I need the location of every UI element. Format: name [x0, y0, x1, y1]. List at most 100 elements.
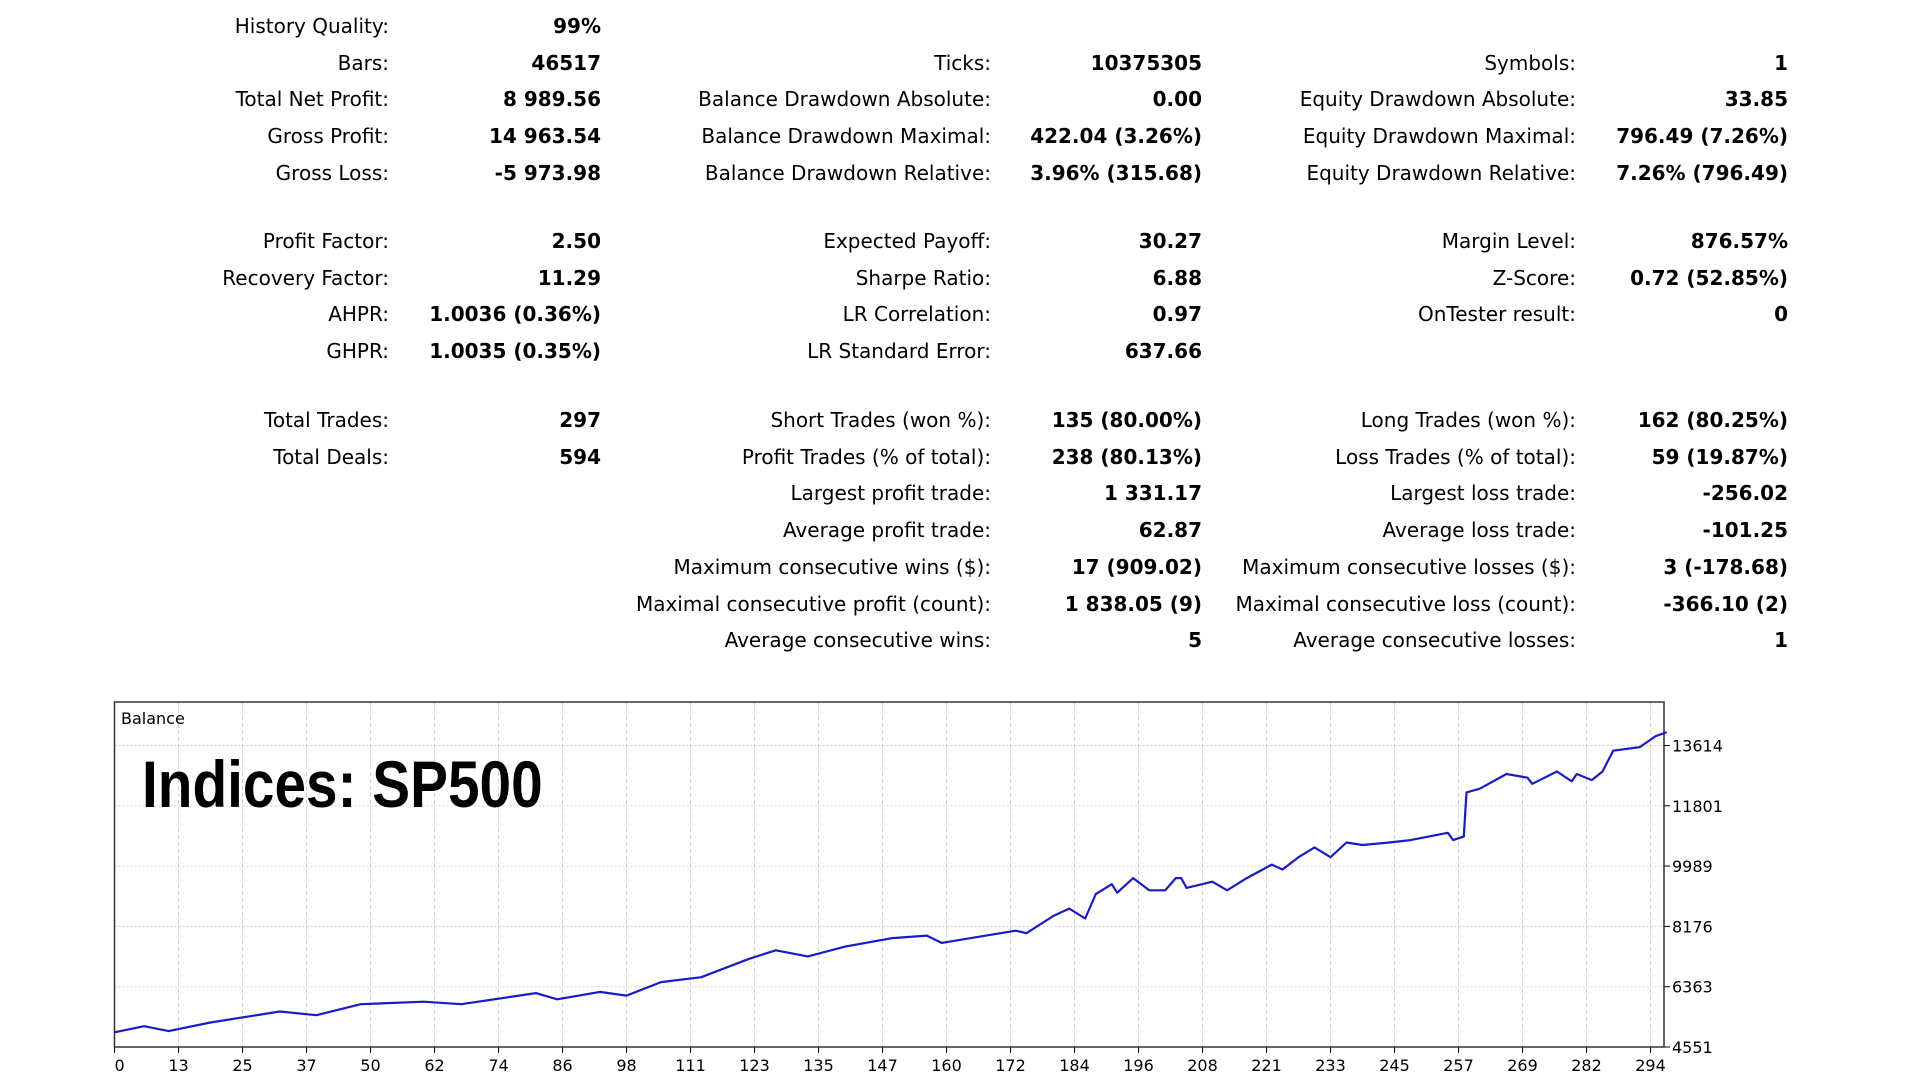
stat-label: Total Trades: [264, 408, 389, 432]
balance-point [1570, 780, 1573, 783]
x-tick-label: 74 [488, 1056, 508, 1075]
stat-value: 422.04 (3.26%) [1030, 124, 1202, 149]
stat-label: Bars: [337, 50, 389, 75]
balance-point [315, 1014, 318, 1016]
balance-point [625, 994, 628, 997]
balance-point [1068, 907, 1070, 910]
balance-point [1148, 889, 1150, 892]
balance-point [143, 1025, 145, 1027]
balance-point [1531, 782, 1534, 785]
stat-value: 1 [1774, 50, 1788, 75]
balance-point [1505, 773, 1508, 775]
stat-label: OnTester result: [1417, 302, 1576, 327]
stat-label: Total Net Profit: [235, 87, 389, 112]
balance-point [891, 937, 894, 939]
stat-label: LR Standard Error: [807, 339, 991, 364]
x-tick-label: 86 [552, 1056, 572, 1075]
y-tick-label: 4551 [1672, 1038, 1713, 1057]
balance-point [1164, 889, 1166, 892]
stat-label: Maximum consecutive wins ($): [673, 554, 991, 579]
x-tick-label: 282 [1571, 1056, 1602, 1075]
stat-value: 1 [1774, 628, 1788, 653]
stat-value: 99% [553, 14, 601, 38]
balance-point [167, 1030, 170, 1032]
balance-point [1271, 863, 1273, 866]
y-tick-label: 6363 [1672, 978, 1713, 997]
stat-value: 0.72 (52.85%) [1630, 265, 1788, 290]
balance-point [660, 981, 662, 983]
stat-value: 162 (80.25%) [1637, 408, 1788, 432]
stat-label: Gross Loss: [275, 160, 389, 185]
stat-label: History Quality: [234, 14, 389, 38]
stat-value: 10375305 [1090, 50, 1202, 75]
balance-point [926, 934, 928, 937]
balance-point [775, 949, 777, 952]
balance-point [359, 1003, 362, 1005]
stat-label: Equity Drawdown Relative: [1306, 160, 1576, 185]
x-tick-label: 62 [424, 1056, 444, 1075]
balance-point [748, 958, 750, 960]
balance-point [1281, 868, 1284, 871]
x-tick-label: 50 [360, 1056, 380, 1075]
x-tick-label: 208 [1187, 1056, 1218, 1075]
balance-point [279, 1010, 281, 1013]
x-tick-label: 245 [1379, 1056, 1410, 1075]
x-tick-label: 221 [1251, 1056, 1282, 1075]
stat-value: 2.50 [551, 229, 601, 253]
stat-label: Ticks: [934, 50, 991, 75]
stat-value: -101.25 [1702, 518, 1788, 543]
balance-point [1575, 773, 1578, 775]
balance-point [1361, 844, 1364, 846]
stat-value: 0 [1774, 302, 1788, 327]
stat-label: Maximum consecutive losses ($): [1242, 554, 1576, 579]
stat-value: 5 [1188, 628, 1202, 653]
stat-value: 17 (909.02) [1071, 554, 1202, 579]
stat-label: Balance Drawdown Maximal: [701, 124, 991, 149]
balance-point [1465, 791, 1468, 794]
balance-point [1329, 856, 1332, 859]
balance-point [1116, 891, 1118, 894]
stat-label: Average profit trade: [782, 518, 991, 543]
y-tick-label: 9989 [1672, 857, 1713, 876]
x-tick-label: 294 [1635, 1056, 1666, 1075]
stat-value: 594 [559, 444, 601, 469]
balance-point [1526, 776, 1529, 779]
stat-label: Loss Trades (% of total): [1335, 444, 1576, 469]
balance-point [1084, 917, 1086, 920]
balance-point [556, 998, 558, 1001]
stat-label: Equity Drawdown Maximal: [1302, 124, 1576, 149]
x-tick-label: 98 [616, 1056, 636, 1075]
balance-line [114, 731, 1667, 1034]
balance-point [599, 991, 601, 993]
balance-point [209, 1021, 212, 1024]
stat-label: Profit Factor: [262, 229, 389, 253]
stat-label: Balance Drawdown Absolute: [698, 87, 991, 112]
balance-point [807, 955, 809, 958]
stat-label: GHPR: [326, 339, 389, 364]
x-tick-label: 147 [867, 1056, 898, 1075]
balance-point [1175, 877, 1177, 879]
stat-label: Symbols: [1484, 50, 1576, 75]
balance-point [1313, 846, 1316, 849]
balance-point [1639, 746, 1641, 748]
x-tick-label: 172 [995, 1056, 1026, 1075]
balance-point [1447, 831, 1449, 834]
stat-label: Z-Score: [1492, 265, 1576, 290]
stat-label: Sharpe Ratio: [855, 265, 991, 290]
stat-label: Maximal consecutive profit (count): [635, 591, 991, 616]
stat-label: Total Deals: [273, 444, 389, 469]
stat-value: 46517 [531, 50, 601, 75]
balance-point [1095, 893, 1097, 895]
stat-label: Balance Drawdown Relative: [704, 160, 991, 185]
chart-frame [113, 701, 1665, 1048]
balance-point [535, 992, 537, 994]
balance-point [1601, 770, 1604, 773]
balance-point [1180, 877, 1182, 879]
stat-value: 3 (-178.68) [1663, 554, 1788, 579]
stat-value: 11.29 [537, 265, 601, 290]
balance-point [940, 942, 943, 944]
stat-value: -256.02 [1702, 481, 1788, 506]
stat-value: 3.96% (315.68) [1030, 160, 1202, 185]
x-tick-label: 25 [232, 1056, 252, 1075]
x-tick-label: 257 [1443, 1056, 1474, 1075]
